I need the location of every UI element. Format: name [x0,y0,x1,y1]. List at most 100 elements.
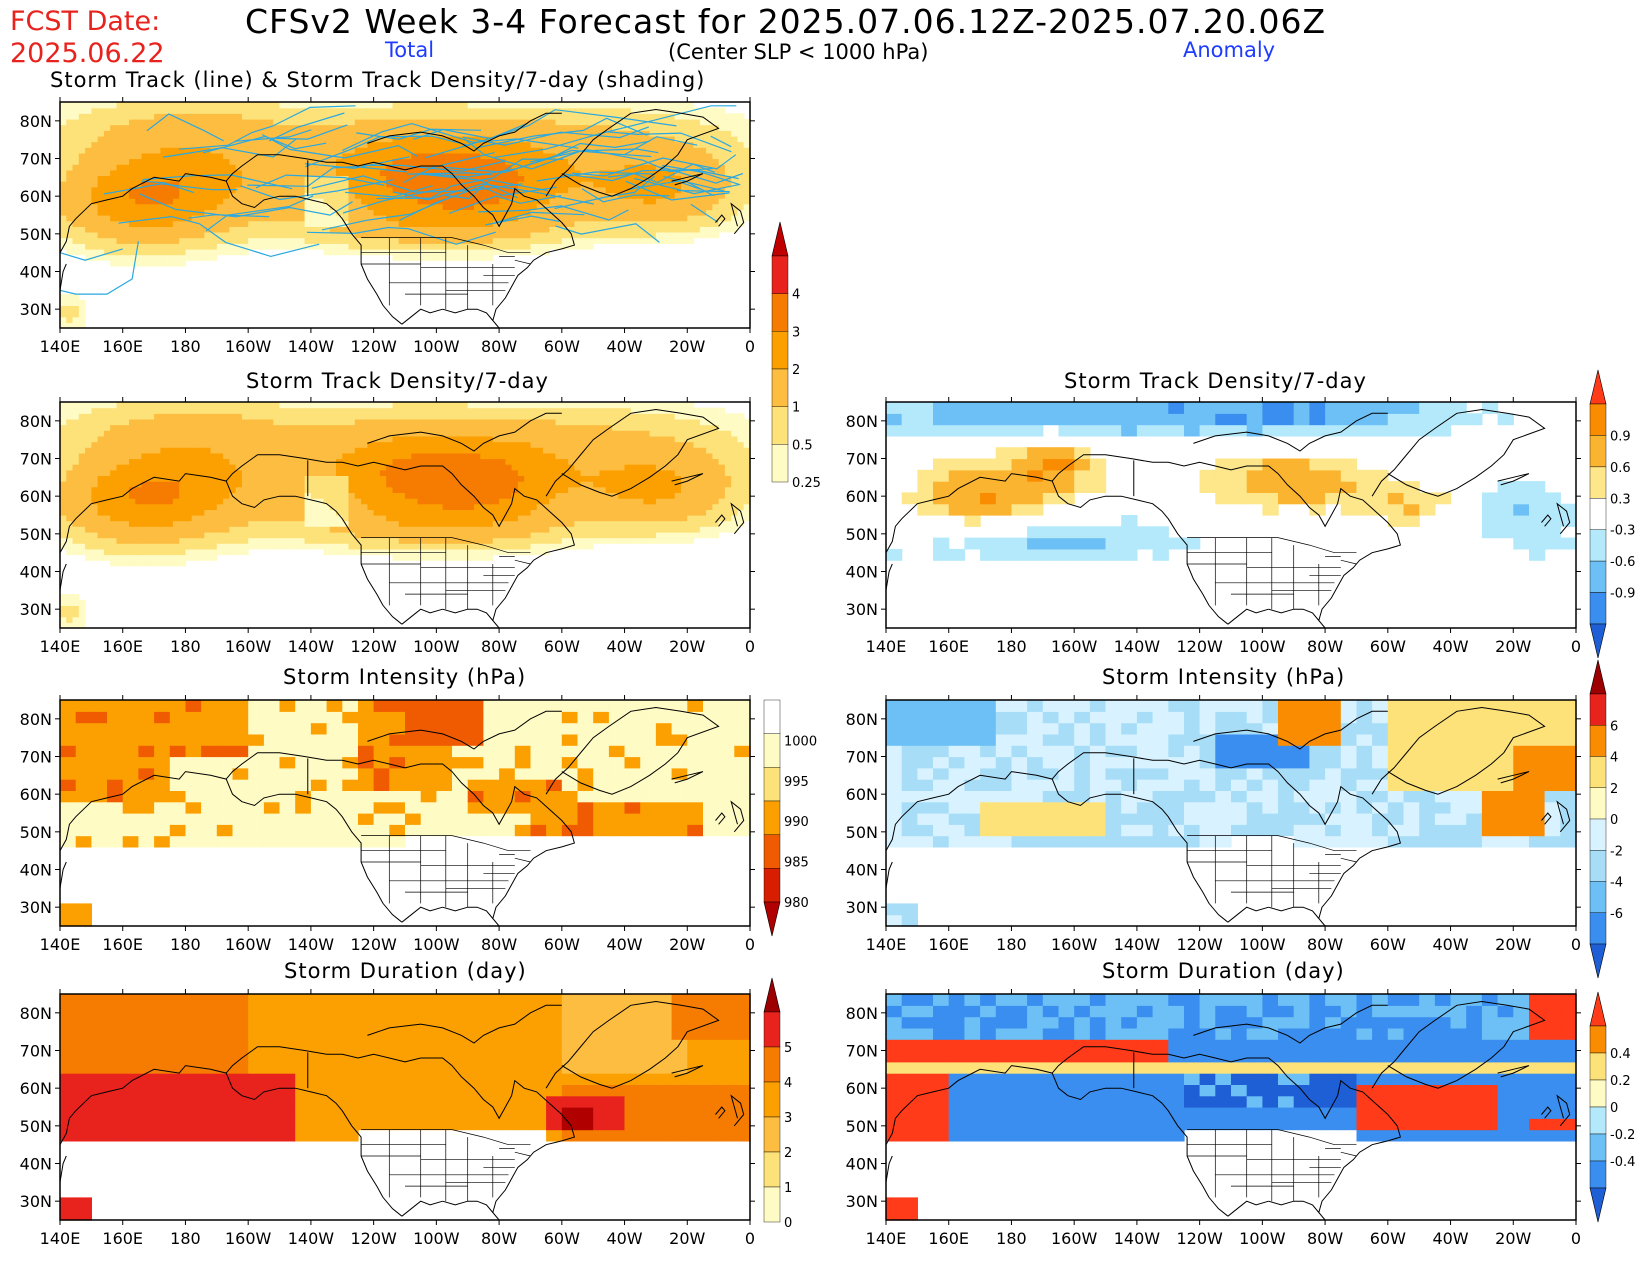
field-cell [172,254,180,261]
field-cell [568,124,575,131]
field-cell [436,452,444,460]
field-cell [455,498,463,505]
storm-track-line [627,179,715,197]
field-cell [411,430,419,437]
field-cell [436,464,444,471]
field-cell [298,220,306,227]
field-cell [724,130,732,137]
field-cell [543,102,550,109]
field-cell [474,243,481,250]
field-cell [630,152,638,160]
field-cell [298,113,306,120]
field-cell [267,475,274,482]
field-cell [97,237,105,244]
field-cell [179,175,187,182]
field-cell [398,158,406,165]
field-cell [386,113,394,120]
field-cell [336,203,343,210]
storm-track-line [341,122,579,152]
field-cell [348,548,356,556]
field-cell [103,124,111,131]
field-cell [411,226,419,233]
field-cell [223,481,230,488]
field-cell [467,464,475,471]
field-cell [612,226,619,233]
lon-label: 0 [745,337,755,356]
field-cell [72,402,80,409]
field-cell [423,220,431,227]
field-cell [436,124,444,131]
field-cell [198,554,205,561]
field-cell [474,441,481,448]
field-cell [116,560,124,567]
field-cell [273,102,281,109]
field-cell [417,509,425,516]
field-cell [574,209,582,216]
field-cell [417,515,425,522]
field-cell [116,226,124,233]
field-cell [279,526,287,533]
field-cell [110,418,118,426]
field-cell [304,152,312,160]
field-cell [336,402,343,409]
field-cell [417,220,425,227]
field-cell [568,192,575,199]
field-cell [310,515,318,522]
field-cell [586,215,594,222]
field-cell [474,130,481,137]
field-cell [97,147,105,154]
field-cell [442,215,450,222]
field-cell [147,560,155,567]
field-cell [160,102,168,109]
field-cell [655,169,663,176]
field-cell [373,164,381,171]
field-cell [229,515,237,522]
field-cell [505,124,513,131]
field-cell [216,526,224,533]
field-cell [637,215,644,222]
field-cell [379,435,387,443]
field-cell [292,215,299,222]
field-cell [423,209,431,216]
field-cell [630,113,638,120]
field-cell [693,203,701,210]
field-cell [373,509,381,516]
field-cell [593,141,601,148]
field-cell [373,124,381,131]
field-cell [97,486,105,493]
field-cell [373,186,381,194]
field-cell [179,532,187,539]
field-cell [66,492,74,499]
field-cell [423,424,431,431]
field-cell [524,141,532,148]
field-cell [405,532,412,539]
field-cell [317,418,325,426]
field-cell [97,192,105,199]
field-cell [630,135,638,143]
field-cell [455,464,463,471]
field-cell [103,186,111,194]
field-cell [342,447,350,454]
field-cell [72,605,80,612]
field-cell [348,447,356,454]
field-cell [480,147,488,154]
field-cell [285,475,293,482]
field-cell [361,198,368,205]
field-cell [367,407,375,414]
field-cell [511,141,519,148]
field-cell [260,464,268,471]
field-cell [129,254,136,261]
field-cell [442,231,450,239]
field-cell [599,102,607,109]
field-cell [467,452,475,460]
field-cell [455,243,463,250]
field-cell [442,430,450,437]
field-cell [179,515,187,522]
field-cell [668,169,676,176]
field-cell [329,198,337,205]
field-cell [241,130,249,137]
field-cell [191,447,199,454]
field-cell [499,102,506,109]
field-cell [135,492,143,499]
field-cell [248,452,256,460]
